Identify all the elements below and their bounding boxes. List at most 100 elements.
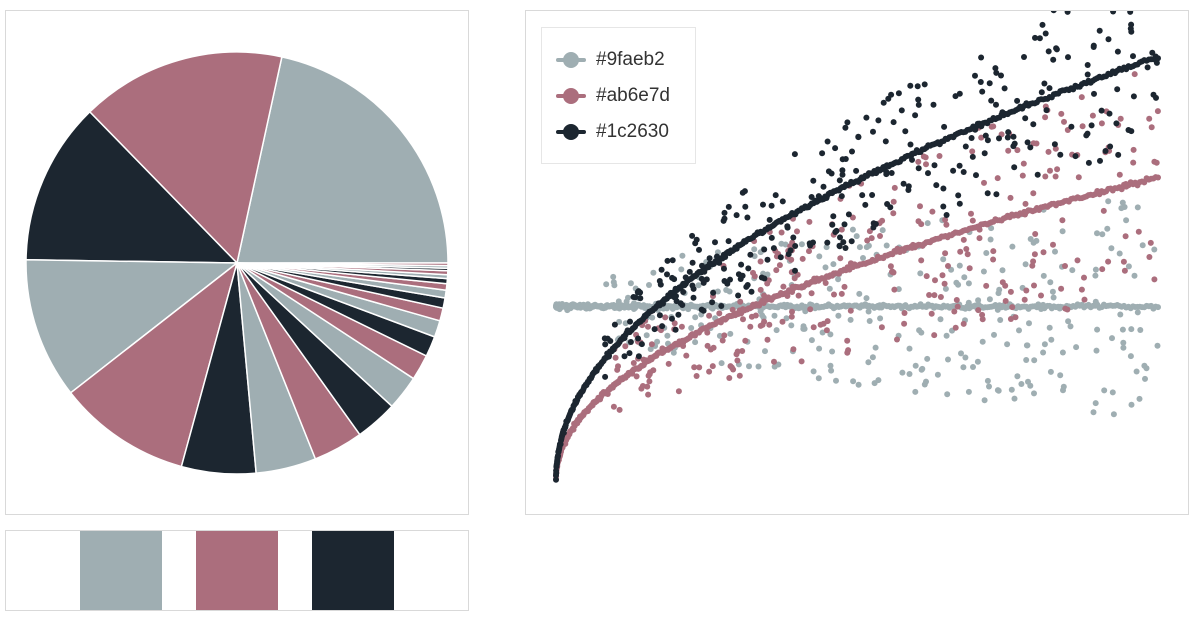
scatter-point (956, 262, 963, 269)
scatter-point (943, 221, 950, 228)
scatter-point (820, 183, 827, 190)
scatter-point (815, 375, 822, 382)
scatter-point (1048, 336, 1055, 343)
scatter-point (629, 370, 636, 377)
scatter-point (1038, 292, 1044, 299)
scatter-point (1115, 151, 1122, 158)
scatter-point (1007, 288, 1014, 295)
scatter-point (826, 285, 833, 292)
scatter-point (1131, 71, 1138, 78)
scatter-point (798, 284, 805, 291)
scatter-point (675, 388, 682, 395)
scatter-point (822, 264, 829, 271)
scatter-point (1022, 211, 1028, 218)
scatter-point (1092, 266, 1099, 273)
scatter-point (747, 323, 754, 330)
scatter-point (960, 236, 967, 243)
scatter-point (817, 321, 824, 328)
scatter-point (836, 177, 843, 184)
scatter-point (764, 280, 771, 287)
scatter-point (856, 244, 863, 251)
scatter-point (942, 250, 949, 257)
scatter-point (1060, 383, 1067, 390)
scatter-point (766, 216, 773, 223)
scatter-point (788, 313, 795, 320)
scatter-point (671, 294, 678, 301)
scatter-point (1091, 90, 1097, 97)
scatter-point (1098, 107, 1105, 114)
trend-point (553, 470, 560, 477)
scatter-point (784, 224, 791, 231)
scatter-point (1105, 198, 1112, 205)
scatter-point (965, 280, 972, 287)
legend-label-dark: #1c2630 (596, 121, 669, 142)
scatter-point (917, 270, 924, 277)
scatter-point (870, 224, 877, 231)
scatter-point (929, 208, 936, 215)
scatter-point (747, 251, 754, 258)
scatter-point (1073, 344, 1080, 351)
scatter-point (735, 292, 742, 299)
scatter-point (665, 360, 672, 367)
scatter-point (761, 275, 768, 282)
scatter-point (712, 239, 718, 246)
scatter-point (847, 316, 854, 323)
scatter-point (691, 364, 698, 371)
scatter-point (984, 377, 991, 384)
scatter-point (1127, 25, 1134, 32)
scatter-point (833, 377, 839, 384)
scatter-point (841, 221, 848, 228)
scatter-point (637, 295, 644, 302)
scatter-point (853, 233, 860, 240)
scatter-point (1110, 11, 1117, 15)
scatter-point (740, 316, 746, 323)
scatter-point (1045, 148, 1052, 155)
scatter-point (923, 273, 930, 280)
scatter-point (725, 203, 732, 210)
scatter-point (1092, 400, 1099, 407)
scatter-point (924, 220, 931, 227)
scatter-point (918, 257, 925, 264)
scatter-point (960, 364, 967, 371)
scatter-point (963, 246, 970, 252)
scatter-point (693, 373, 700, 379)
scatter-point (727, 363, 734, 370)
scatter-point (737, 298, 744, 305)
scatter-point (912, 362, 919, 369)
scatter-point (1088, 122, 1095, 129)
scatter-chart-panel: #9faeb2 #ab6e7d #1c2630 (525, 10, 1189, 515)
scatter-point (997, 317, 1004, 323)
scatter-point (907, 82, 914, 89)
scatter-point (718, 360, 725, 367)
scatter-point (993, 69, 1000, 76)
scatter-point (1022, 200, 1029, 207)
scatter-point (1151, 158, 1158, 165)
scatter-point (741, 188, 748, 195)
scatter-point (1141, 362, 1148, 369)
scatter-point (718, 303, 725, 309)
scatter-point (1085, 159, 1092, 166)
scatter-point (882, 138, 889, 145)
scatter-point (999, 267, 1006, 274)
pie-chart-panel (5, 10, 469, 515)
scatter-point (780, 283, 787, 290)
scatter-point (651, 326, 658, 333)
scatter-point (751, 246, 758, 253)
scatter-point (1121, 267, 1128, 274)
scatter-point (1011, 140, 1018, 147)
legend-dot (563, 52, 579, 68)
scatter-point (829, 348, 836, 355)
scatter-point (839, 171, 846, 178)
scatter-point (824, 138, 831, 145)
scatter-point (1035, 301, 1042, 308)
scatter-point (755, 363, 762, 370)
scatter-point (990, 256, 997, 263)
scatter-point (1022, 115, 1029, 122)
pie-slice-3 (25, 111, 238, 264)
scatter-point (1030, 239, 1037, 246)
scatter-point (937, 316, 944, 323)
scatter-point (933, 182, 940, 189)
scatter-point (1008, 386, 1015, 393)
scatter-point (810, 324, 817, 331)
scatter-point (650, 367, 657, 374)
